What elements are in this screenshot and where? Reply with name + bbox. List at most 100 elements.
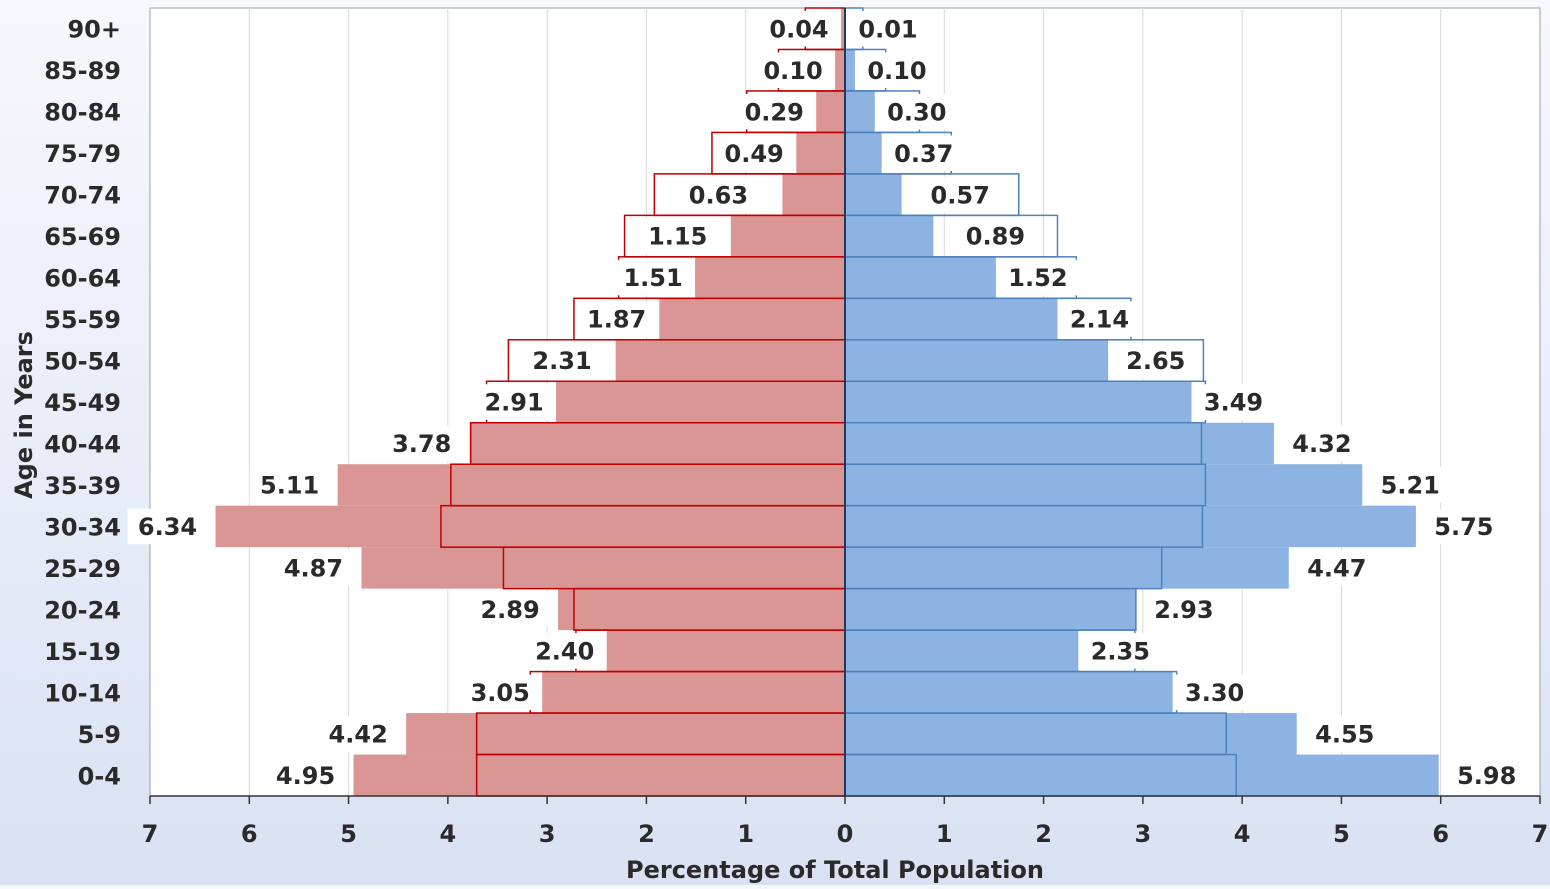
y-tick-label: 5-9 (78, 721, 121, 749)
y-tick-label: 0-4 (78, 762, 121, 790)
data-label-bg (1370, 467, 1451, 503)
data-label-bg (613, 259, 694, 296)
x-tick-label: 6 (1432, 820, 1449, 848)
y-tick-label: 65-69 (44, 223, 121, 251)
data-label: 4.95 (276, 762, 335, 790)
data-label-bg (883, 135, 964, 171)
right-filled-bar-30-34 (845, 505, 1416, 548)
data-label: 0.04 (769, 15, 828, 43)
left-filled-bar-85-89 (835, 49, 845, 91)
x-tick-label: 2 (1035, 820, 1052, 848)
data-label: 4.32 (1292, 430, 1351, 458)
left-filled-bar-25-29 (361, 547, 845, 589)
x-tick-label: 0 (837, 820, 854, 848)
left-filled-bar-30-34 (215, 505, 845, 548)
y-tick-label: 75-79 (44, 140, 121, 168)
data-label-bg (576, 301, 657, 337)
data-label-bg (876, 93, 957, 130)
data-label-bg (460, 674, 541, 711)
data-label-bg (1115, 342, 1196, 379)
y-tick-label: 90+ (67, 16, 121, 44)
x-tick-label: 2 (638, 820, 655, 848)
data-label: 0.29 (745, 98, 804, 126)
data-label-bg (1446, 757, 1527, 793)
left-filled-bar-5-9 (406, 713, 845, 755)
left-filled-bar-10-14 (542, 671, 845, 714)
right-filled-bar-85-89 (845, 49, 855, 91)
data-label-bg (847, 11, 928, 47)
x-axis-title: Percentage of Total Population (626, 856, 1044, 884)
left-filled-bar-20-24 (558, 588, 845, 631)
data-label-bg (1143, 591, 1224, 628)
right-filled-bar-65-69 (845, 215, 934, 257)
data-label-bg (1296, 550, 1377, 586)
right-filled-bar-15-19 (845, 630, 1079, 672)
data-label: 2.93 (1154, 596, 1213, 624)
data-label: 1.51 (623, 264, 682, 292)
data-label-bg (127, 508, 208, 545)
data-label: 2.89 (480, 596, 539, 624)
data-label-bg (1174, 674, 1255, 711)
data-label: 3.78 (392, 430, 451, 458)
data-label: 2.14 (1070, 306, 1129, 334)
data-label: 4.55 (1315, 720, 1374, 748)
y-tick-label: 10-14 (44, 679, 121, 707)
x-tick-label: 4 (1234, 820, 1251, 848)
x-tick-label: 7 (142, 820, 159, 848)
left-filled-bar-80-84 (816, 90, 845, 133)
data-label-bg (1080, 633, 1161, 669)
data-label: 2.31 (532, 347, 591, 375)
x-tick-label: 5 (1333, 820, 1350, 848)
x-tick-label: 3 (1135, 820, 1152, 848)
x-tick-label: 4 (440, 820, 457, 848)
data-label: 0.63 (689, 181, 748, 209)
data-label: 6.34 (138, 513, 197, 541)
left-filled-bar-15-19 (606, 630, 845, 672)
right-filled-bar-80-84 (845, 90, 875, 133)
left-filled-bar-70-74 (782, 173, 845, 216)
y-tick-label: 70-74 (44, 182, 121, 210)
y-tick-label: 50-54 (44, 348, 121, 376)
data-label-bg (997, 259, 1078, 296)
data-label: 2.65 (1126, 347, 1185, 375)
data-label-bg (522, 342, 603, 379)
data-label: 1.87 (587, 306, 646, 334)
x-tick-label: 7 (1532, 820, 1549, 848)
data-label-bg (734, 93, 815, 130)
right-filled-bar-25-29 (845, 547, 1289, 589)
right-filled-bar-55-59 (845, 298, 1058, 340)
right-filled-bar-70-74 (845, 173, 902, 216)
right-filled-bar-10-14 (845, 671, 1173, 714)
left-filled-bar-45-49 (556, 381, 845, 423)
y-tick-label: 80-84 (44, 99, 121, 127)
right-filled-bar-40-44 (845, 422, 1274, 465)
data-label-bg (273, 550, 354, 586)
y-tick-label: 40-44 (44, 430, 121, 458)
data-label: 3.30 (1185, 679, 1244, 707)
data-label: 1.15 (648, 223, 707, 251)
data-label-bg (678, 176, 759, 213)
right-filled-bar-75-79 (845, 132, 882, 174)
data-label-bg (1059, 301, 1140, 337)
x-tick-label: 1 (936, 820, 953, 848)
y-tick-label: 25-29 (44, 555, 121, 583)
x-tick-label: 1 (737, 820, 754, 848)
data-label-bg (470, 591, 551, 628)
right-filled-bar-60-64 (845, 256, 996, 299)
data-label: 0.37 (894, 140, 953, 168)
data-label: 5.11 (260, 472, 319, 500)
data-label: 0.10 (867, 57, 926, 85)
left-filled-bar-0-4 (353, 754, 845, 796)
data-label: 5.98 (1457, 762, 1516, 790)
left-filled-bar-50-54 (615, 339, 845, 382)
left-filled-bar-65-69 (730, 215, 845, 257)
left-filled-bar-75-79 (796, 132, 845, 174)
data-label-bg (524, 633, 605, 669)
data-label-bg (265, 757, 346, 793)
data-label-bg (1193, 384, 1274, 420)
right-filled-bar-50-54 (845, 339, 1109, 382)
data-label-bg (759, 11, 840, 47)
data-label: 0.10 (763, 57, 822, 85)
